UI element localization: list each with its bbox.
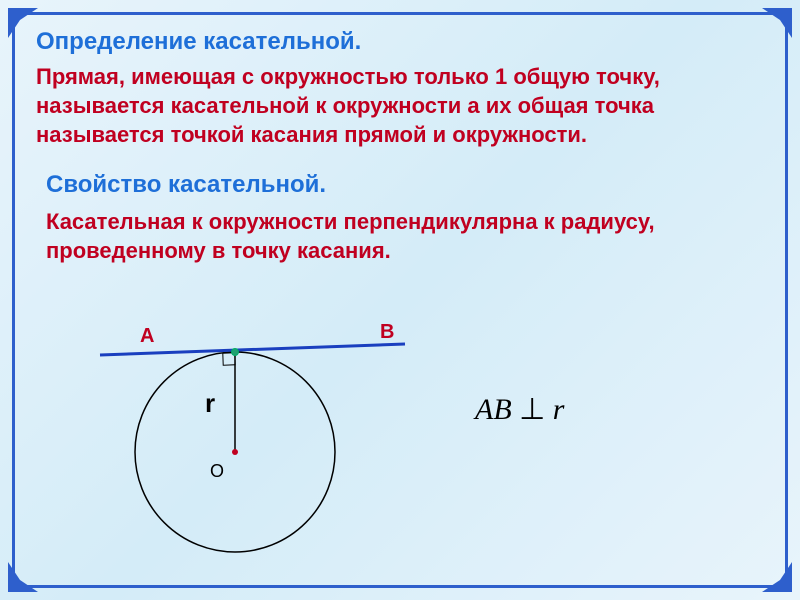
formula-text: AB ⊥ r	[475, 392, 564, 427]
property-title: Свойство касательной.	[46, 171, 764, 199]
slide-content: Определение касательной. Прямая, имеющая…	[36, 28, 764, 265]
definition-text: Прямая, имеющая с окружностью только 1 о…	[36, 62, 764, 149]
label-b: В	[380, 322, 394, 343]
definition-title: Определение касательной.	[36, 28, 764, 56]
tangent-point	[232, 349, 239, 356]
label-a: А	[140, 325, 154, 347]
property-text: Касательная к окружности перпендикулярна…	[46, 207, 764, 265]
tangent-diagram: А В r О	[45, 322, 745, 582]
diagram-area: А В r О AB ⊥ r	[45, 322, 745, 582]
label-r: r	[205, 388, 215, 418]
center-point	[232, 449, 238, 455]
label-o: О	[210, 461, 224, 481]
